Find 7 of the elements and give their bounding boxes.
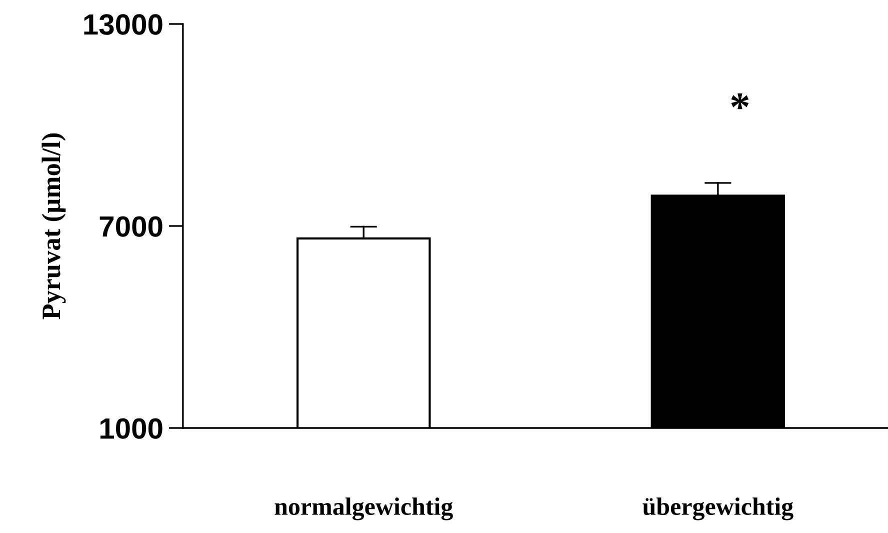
y-axis-title: Pyruvat (µmol/l) xyxy=(42,133,66,320)
y-tick-label: 7000 xyxy=(100,216,162,237)
x-tick-label: normalgewichtig xyxy=(274,497,453,520)
y-tick-label: 13000 xyxy=(84,14,162,35)
annotation: * xyxy=(731,93,749,110)
y-tick-label: 1000 xyxy=(100,418,162,439)
x-tick-label: übergewichtig xyxy=(642,497,794,520)
